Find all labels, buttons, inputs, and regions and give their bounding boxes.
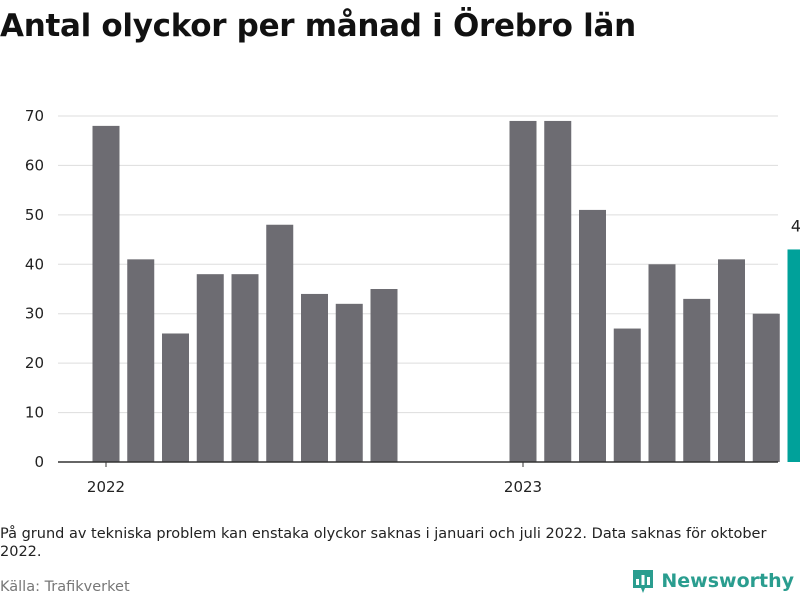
x-axis-ticks: 2022 2023	[87, 462, 542, 496]
y-tick-label: 60	[25, 156, 44, 174]
bar-2022-07	[301, 293, 328, 462]
data-label: 43	[791, 216, 800, 235]
bar-2023-01	[509, 120, 537, 462]
y-tick-label: 20	[25, 354, 44, 372]
bar-2022-01	[92, 125, 120, 462]
bar-chart-logo-icon	[633, 570, 654, 593]
y-axis-ticks: 0 10 20 30 40 50 60 70	[25, 107, 44, 471]
bar-2022-04	[196, 274, 224, 462]
x-tick-label: 2023	[504, 478, 542, 496]
bar-2023-07	[718, 259, 745, 462]
bars	[92, 120, 800, 462]
y-tick-label: 10	[25, 404, 44, 422]
x-tick-label: 2022	[87, 478, 125, 496]
bar-2023-03	[579, 209, 606, 462]
bar-2023-08	[752, 313, 780, 462]
footnote: På grund av tekniska problem kan enstaka…	[0, 526, 767, 560]
source-credit: Källa: Trafikverket	[0, 579, 130, 595]
bar-2023-09	[787, 249, 800, 462]
y-tick-label: 70	[25, 107, 44, 125]
data-labels: 43	[791, 216, 800, 235]
bar-2022-03	[162, 333, 189, 462]
bar-2023-06	[683, 298, 711, 462]
bar-2022-09	[370, 289, 398, 462]
bar-2022-02	[127, 259, 155, 462]
bar-2022-05	[231, 274, 259, 462]
bar-2022-06	[266, 224, 294, 462]
brand-logo[interactable]: Newsworthy	[631, 568, 794, 594]
brand-name: Newsworthy	[661, 570, 794, 592]
bar-2023-02	[544, 120, 572, 462]
y-tick-label: 0	[34, 453, 44, 471]
bar-2023-05	[648, 264, 676, 462]
y-tick-label: 50	[25, 206, 44, 224]
bar-2023-04	[613, 328, 641, 462]
y-tick-label: 40	[25, 255, 44, 273]
bar-chart: 0 10 20 30 40 50 60 70 2022 2023 43	[25, 107, 800, 496]
y-tick-label: 30	[25, 305, 44, 323]
bar-2022-08	[335, 303, 363, 462]
chart-title: Antal olyckor per månad i Örebro län	[0, 8, 636, 44]
